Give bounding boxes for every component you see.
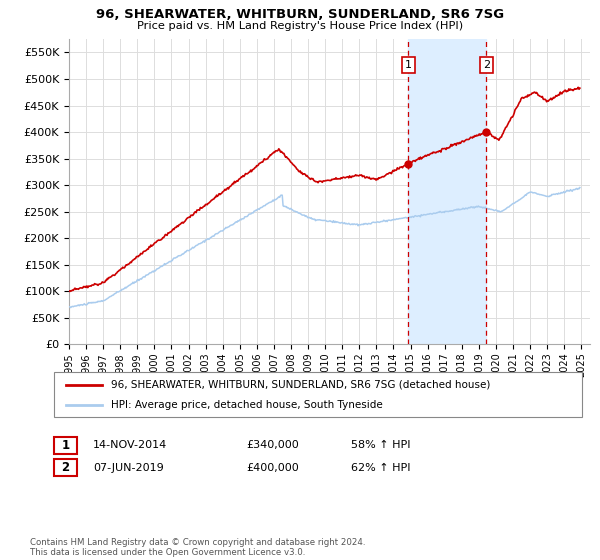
- Text: £340,000: £340,000: [246, 440, 299, 450]
- Text: 96, SHEARWATER, WHITBURN, SUNDERLAND, SR6 7SG: 96, SHEARWATER, WHITBURN, SUNDERLAND, SR…: [96, 8, 504, 21]
- Text: 2: 2: [61, 461, 70, 474]
- Bar: [408, 39, 487, 344]
- Text: 1: 1: [405, 60, 412, 70]
- Text: 2: 2: [483, 60, 490, 70]
- Text: 14-NOV-2014: 14-NOV-2014: [93, 440, 167, 450]
- Text: HPI: Average price, detached house, South Tyneside: HPI: Average price, detached house, Sout…: [111, 400, 383, 410]
- Text: 58% ↑ HPI: 58% ↑ HPI: [351, 440, 410, 450]
- Text: £400,000: £400,000: [246, 463, 299, 473]
- Text: 07-JUN-2019: 07-JUN-2019: [93, 463, 164, 473]
- Text: 1: 1: [61, 438, 70, 452]
- Text: Price paid vs. HM Land Registry's House Price Index (HPI): Price paid vs. HM Land Registry's House …: [137, 21, 463, 31]
- Text: Contains HM Land Registry data © Crown copyright and database right 2024.
This d: Contains HM Land Registry data © Crown c…: [30, 538, 365, 557]
- Text: 96, SHEARWATER, WHITBURN, SUNDERLAND, SR6 7SG (detached house): 96, SHEARWATER, WHITBURN, SUNDERLAND, SR…: [111, 380, 490, 390]
- Text: 62% ↑ HPI: 62% ↑ HPI: [351, 463, 410, 473]
